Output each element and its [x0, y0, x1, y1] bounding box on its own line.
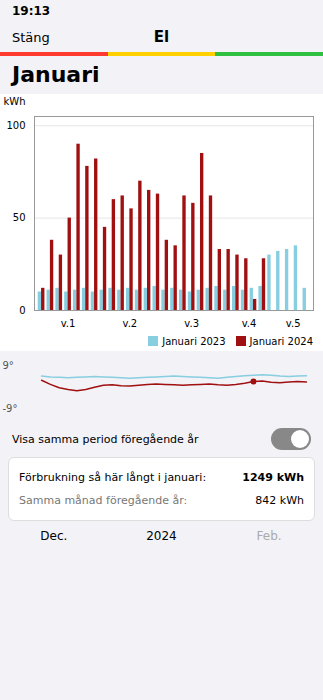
html-text:Visa samma period föregående å: Visa samma period föregående år — [12, 432, 199, 446]
html-text:El: El — [153, 28, 170, 46]
svg-text:50: 50 — [13, 212, 26, 223]
svg-text:v.1: v.1 — [61, 318, 76, 329]
svg-text:9°: 9° — [3, 360, 14, 371]
svg-text:100: 100 — [6, 120, 25, 131]
html-text:Januari 2023: Januari 2023 — [162, 336, 226, 347]
svg-text:-9°: -9° — [3, 403, 18, 414]
html-text:Dec.: Dec. — [40, 529, 68, 543]
svg-text:v.2: v.2 — [123, 318, 138, 329]
html-text:Januari: Januari — [12, 62, 100, 87]
svg-text:kWh: kWh — [4, 96, 26, 107]
html-text:2024: 2024 — [146, 529, 177, 543]
svg-text:0: 0 — [19, 305, 25, 316]
svg-text:v.4: v.4 — [242, 318, 257, 329]
html-text:Stäng: Stäng — [12, 29, 50, 45]
html-text:Förbrukning så här långt i jan: Förbrukning så här långt i januari: — [19, 471, 207, 484]
html-text:Januari 2024: Januari 2024 — [249, 336, 313, 347]
html-text:Feb.: Feb. — [256, 529, 282, 543]
html-text:1249 kWh: 1249 kWh — [242, 471, 304, 484]
svg-text:v.5: v.5 — [286, 318, 301, 329]
html-text:Samma månad föregående år:: Samma månad föregående år: — [19, 494, 188, 507]
html-text:19:13: 19:13 — [12, 4, 51, 18]
svg-text:v.3: v.3 — [184, 318, 199, 329]
html-text:842 kWh: 842 kWh — [255, 494, 304, 507]
